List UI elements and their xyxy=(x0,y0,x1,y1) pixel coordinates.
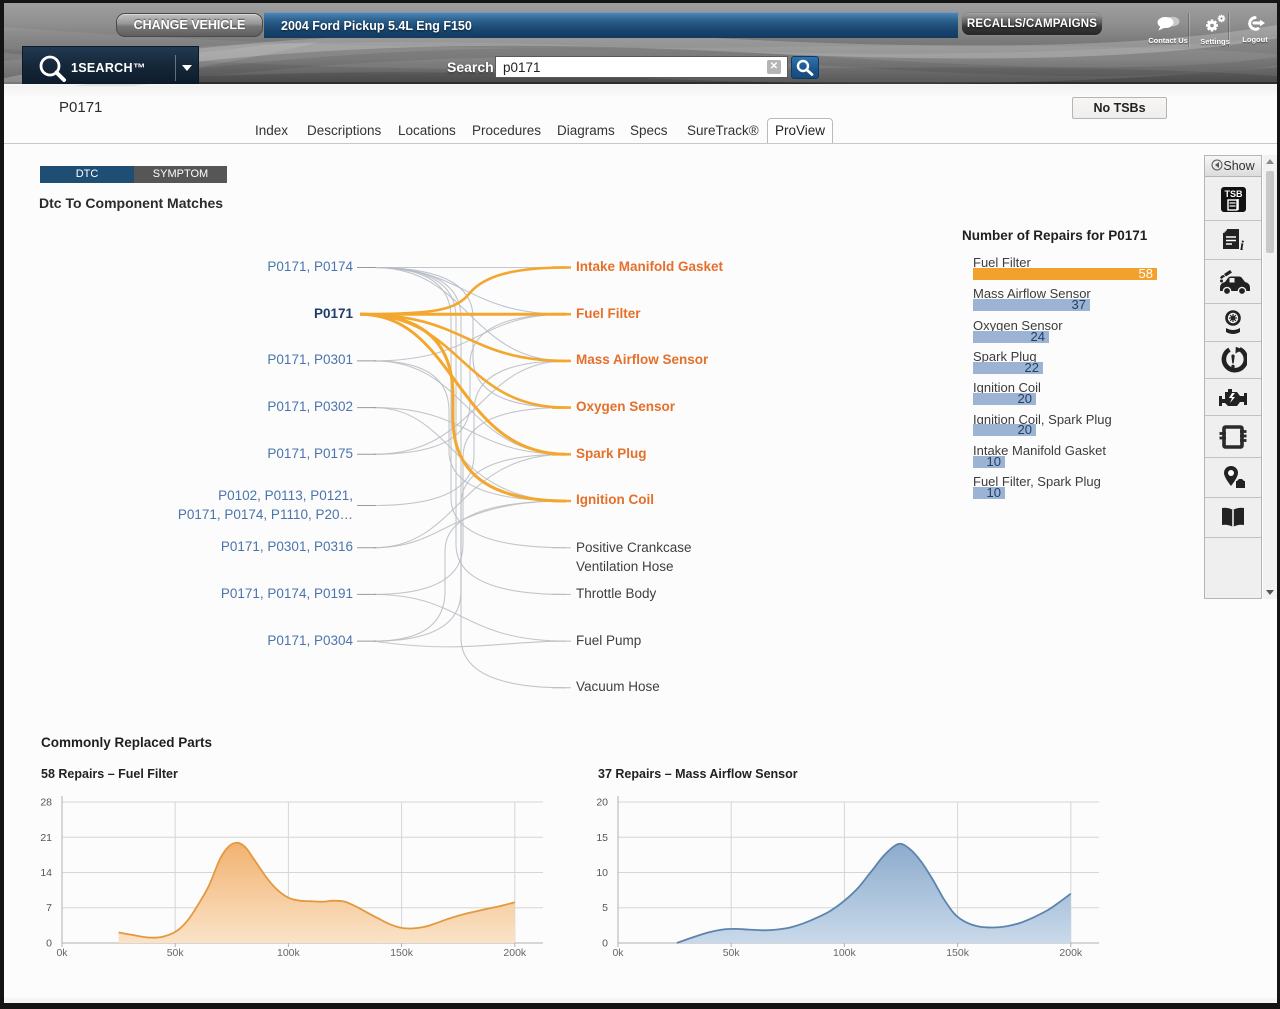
svg-text:i: i xyxy=(1240,239,1244,253)
svg-text:10: 10 xyxy=(596,867,608,879)
svg-text:200k: 200k xyxy=(1059,947,1083,959)
svg-text:5: 5 xyxy=(602,902,608,914)
svg-text:50k: 50k xyxy=(723,947,741,959)
svg-text:0: 0 xyxy=(602,938,608,950)
svg-text:28: 28 xyxy=(40,797,52,809)
svg-text:0: 0 xyxy=(46,938,52,950)
svg-text:7: 7 xyxy=(46,902,52,914)
svg-text:0k: 0k xyxy=(612,947,624,959)
svg-text:15: 15 xyxy=(596,832,608,844)
svg-text:200k: 200k xyxy=(503,947,527,959)
svg-text:150k: 150k xyxy=(390,947,414,959)
svg-text:20: 20 xyxy=(596,797,608,809)
svg-text:50k: 50k xyxy=(167,947,185,959)
svg-text:14: 14 xyxy=(40,867,52,879)
svg-text:0k: 0k xyxy=(56,947,68,959)
svg-text:TSB: TSB xyxy=(1224,189,1243,199)
svg-text:150k: 150k xyxy=(946,947,970,959)
svg-text:100k: 100k xyxy=(833,947,857,959)
svg-text:100k: 100k xyxy=(277,947,301,959)
svg-text:21: 21 xyxy=(40,832,52,844)
